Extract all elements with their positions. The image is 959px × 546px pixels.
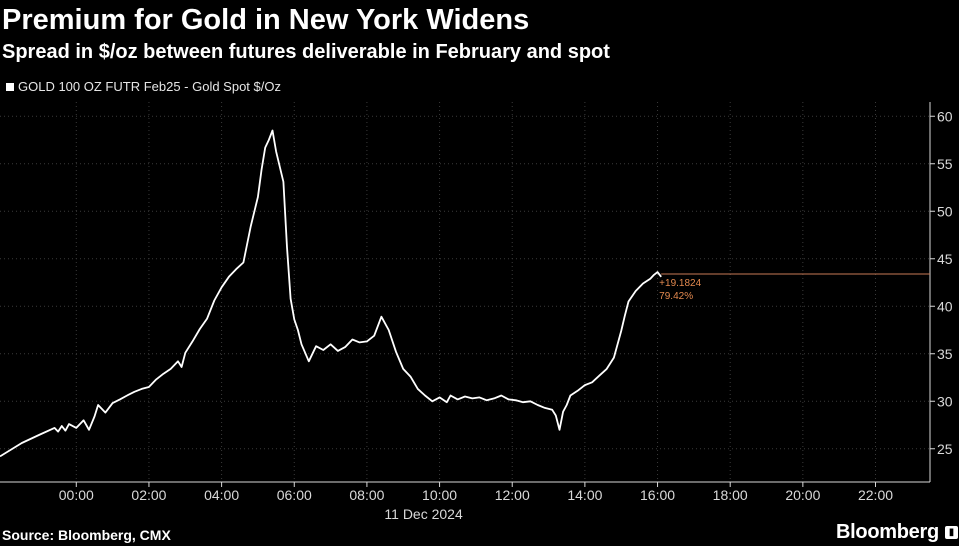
y-tick-label-25: 25 [937,441,953,457]
y-tick-label-40: 40 [937,298,953,314]
chart-title: Premium for Gold in New York Widens [2,4,530,36]
x-tick-label-20:00: 20:00 [785,487,820,503]
series-line-0 [0,129,662,458]
y-tick-label-45: 45 [937,251,953,267]
y-tick-label-35: 35 [937,346,953,362]
x-tick-label-00:00: 00:00 [59,487,94,503]
y-tick-label-50: 50 [937,203,953,219]
x-tick-label-18:00: 18:00 [713,487,748,503]
x-tick-label-14:00: 14:00 [567,487,602,503]
source-note: Source: Bloomberg, CMX [2,527,171,543]
legend-label: GOLD 100 OZ FUTR Feb25 - Gold Spot $/Oz [18,79,281,94]
x-tick-label-02:00: 02:00 [131,487,166,503]
legend: GOLD 100 OZ FUTR Feb25 - Gold Spot $/Oz [6,79,281,94]
x-tick-label-16:00: 16:00 [640,487,675,503]
x-tick-label-06:00: 06:00 [277,487,312,503]
x-tick-label-08:00: 08:00 [349,487,384,503]
x-tick-label-04:00: 04:00 [204,487,239,503]
chart-subtitle: Spread in $/oz between futures deliverab… [2,41,610,63]
x-tick-label-22:00: 22:00 [858,487,893,503]
x-tick-label-12:00: 12:00 [495,487,530,503]
x-axis-label: 11 Dec 2024 [384,506,463,522]
brand-logo: Bloomberg ▮ [836,521,958,544]
x-tick-label-10:00: 10:00 [422,487,457,503]
y-tick-label-30: 30 [937,393,953,409]
annotation-change: +19.1824 [659,278,701,289]
brand-name: Bloomberg [836,521,939,543]
annotation-percent: 79.42% [659,291,693,302]
y-tick-label-55: 55 [937,156,953,172]
y-tick-label-60: 60 [937,108,953,124]
legend-swatch [6,82,14,91]
brand-mark-icon: ▮ [944,526,958,539]
